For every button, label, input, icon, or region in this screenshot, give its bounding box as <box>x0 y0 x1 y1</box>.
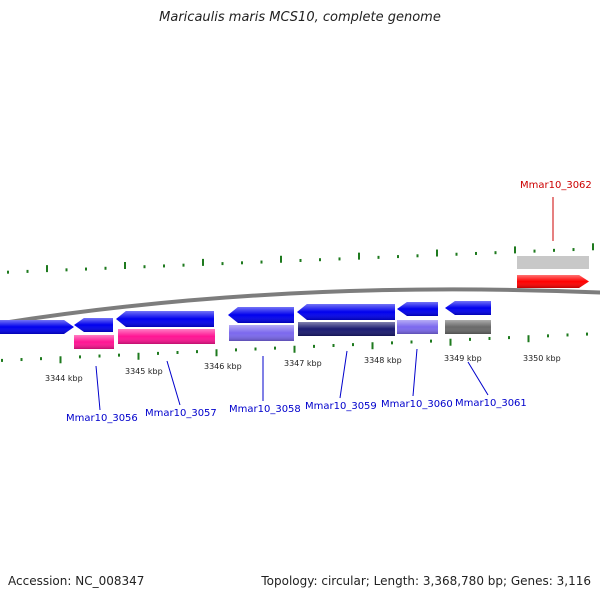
kbp-label: 3345 kbp <box>125 367 163 376</box>
gene-arrow <box>116 311 214 327</box>
gene-labels: Mmar10_3056 Mmar10_3057 Mmar10_3058 Mmar10_… <box>66 180 592 424</box>
kbp-label: 3348 kbp <box>364 356 402 365</box>
gene-arrow <box>517 275 589 288</box>
cds-bar <box>298 322 395 336</box>
outer-tick-track <box>7 243 594 274</box>
gene-bar <box>517 256 589 269</box>
gene-label-mmar10-3062[interactable]: Mmar10_3062 <box>520 180 592 191</box>
leader-line <box>166 360 181 406</box>
gene-arrow <box>297 304 395 320</box>
leader-line <box>412 348 418 397</box>
kbp-label: 3350 kbp <box>523 354 561 363</box>
gene-label-mmar10-3059[interactable]: Mmar10_3059 <box>305 401 377 412</box>
cds-track <box>74 320 491 349</box>
cds-bar <box>445 320 491 334</box>
kbp-label: 3344 kbp <box>45 374 83 383</box>
kbp-label: 3349 kbp <box>444 354 482 363</box>
gene-arrow <box>74 318 113 332</box>
kbp-label: 3347 kbp <box>284 359 322 368</box>
cds-bar <box>229 325 294 341</box>
genome-backbone <box>0 287 600 326</box>
gene-label-mmar10-3060[interactable]: Mmar10_3060 <box>381 399 453 410</box>
gene-label-mmar10-3061[interactable]: Mmar10_3061 <box>455 398 527 409</box>
gene-label-mmar10-3056[interactable]: Mmar10_3056 <box>66 413 138 424</box>
leader-line <box>467 361 489 396</box>
kbp-label: 3346 kbp <box>204 362 242 371</box>
forward-strand-track <box>0 256 589 334</box>
leader-line <box>339 350 348 399</box>
figure-title: Maricaulis maris MCS10, complete genome <box>159 10 441 25</box>
gene-arrow <box>445 301 491 315</box>
gene-arrow <box>0 320 74 334</box>
gene-arrow <box>397 302 438 316</box>
leader-line <box>95 365 101 411</box>
genome-summary-text: Topology: circular; Length: 3,368,780 bp… <box>261 574 591 588</box>
cds-bar <box>118 329 215 344</box>
accession-text: Accession: NC_008347 <box>8 574 145 588</box>
gene-label-mmar10-3058[interactable]: Mmar10_3058 <box>229 404 301 415</box>
cds-bar <box>74 335 114 349</box>
gene-label-mmar10-3057[interactable]: Mmar10_3057 <box>145 408 217 419</box>
cds-bar <box>397 320 438 334</box>
gene-leader-lines <box>95 197 554 411</box>
gene-arrow <box>228 307 294 323</box>
inner-tick-track <box>1 332 588 364</box>
kbp-scale: 3344 kbp 3345 kbp 3346 kbp 3347 kbp 3348 kbp… <box>45 354 561 383</box>
